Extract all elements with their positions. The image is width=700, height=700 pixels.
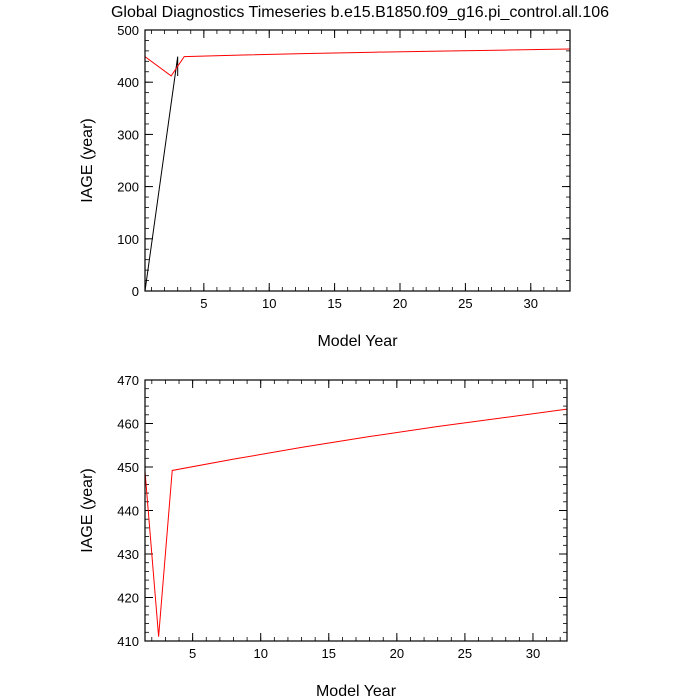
chart-title: Global Diagnostics Timeseries b.e15.B185… <box>111 4 609 21</box>
x-axis-label: Model Year <box>316 683 397 700</box>
y-tick-label: 100 <box>117 232 139 247</box>
plot-frame <box>144 29 571 292</box>
y-tick-label: 470 <box>117 373 139 388</box>
series-line <box>145 408 567 637</box>
series-line <box>145 56 179 291</box>
x-tick-label: 20 <box>393 296 407 311</box>
x-tick-label: 10 <box>253 646 267 661</box>
plot-frame <box>144 379 568 642</box>
x-tick-label: 25 <box>458 646 472 661</box>
x-tick-label: 25 <box>458 296 472 311</box>
y-tick-label: 500 <box>117 23 139 38</box>
x-tick-label: 15 <box>327 296 341 311</box>
x-tick-label: 30 <box>524 296 538 311</box>
y-tick-label: 420 <box>117 591 139 606</box>
x-tick-label: 5 <box>189 646 196 661</box>
y-tick-label: 450 <box>117 460 139 475</box>
y-tick-label: 300 <box>117 127 139 142</box>
x-tick-label: 15 <box>322 646 336 661</box>
y-tick-label: 200 <box>117 180 139 195</box>
x-tick-label: 5 <box>200 296 207 311</box>
y-tick-label: 400 <box>117 75 139 90</box>
x-tick-label: 10 <box>262 296 276 311</box>
y-tick-label: 410 <box>117 634 139 649</box>
lower-plot: 5 10 15 20 25 30 410 420 430 440 450 460 470 Model Ye… <box>79 373 568 700</box>
y-tick-label: 430 <box>117 547 139 562</box>
y-tick-label: 460 <box>117 417 139 432</box>
x-tick-label: 30 <box>526 646 540 661</box>
x-tick-label: 20 <box>390 646 404 661</box>
y-axis-label: IAGE (year) <box>79 118 96 202</box>
y-tick-label: 440 <box>117 504 139 519</box>
x-axis-label: Model Year <box>317 333 398 350</box>
y-tick-label: 0 <box>132 284 139 299</box>
series-line <box>145 48 570 77</box>
y-axis-label: IAGE (year) <box>79 468 96 552</box>
